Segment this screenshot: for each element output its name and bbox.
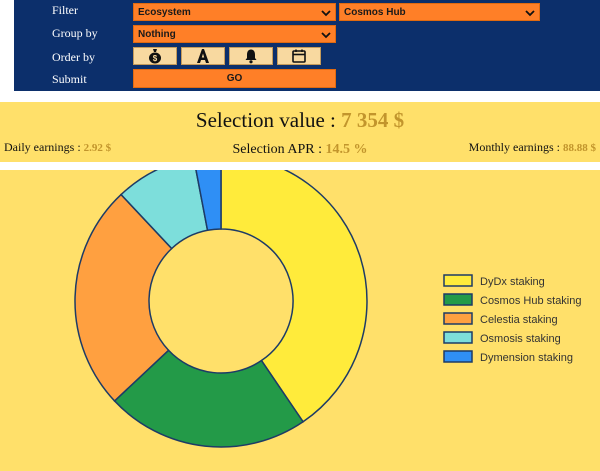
- selection-value-amount: 7 354 $: [341, 108, 405, 132]
- submit-label: Submit: [52, 72, 87, 86]
- calendar-icon: [292, 49, 306, 63]
- legend-label[interactable]: Dymension staking: [480, 352, 573, 364]
- legend-swatch: [443, 350, 473, 363]
- selection-apr: Selection APR : 14.5 %: [0, 142, 600, 158]
- slice-osmosis-staking[interactable]: [119, 170, 209, 250]
- legend-swatch: [443, 331, 473, 344]
- daily-earnings-label: Daily earnings :: [4, 140, 81, 154]
- selection-value: Selection value : 7 354 $: [0, 108, 600, 133]
- group-by-select[interactable]: Nothing: [133, 25, 336, 43]
- legend-label[interactable]: Celestia staking: [480, 314, 558, 326]
- money-bag-icon: $: [149, 49, 161, 64]
- selection-value-label: Selection value :: [195, 108, 336, 132]
- legend-swatch: [443, 293, 473, 306]
- filter-form: Filter Group by Order by Submit Ecosyste…: [14, 0, 600, 91]
- filter-select[interactable]: Ecosystem: [133, 3, 336, 21]
- daily-earnings: Daily earnings : 2.92 $: [4, 140, 111, 155]
- filter-select-value: Ecosystem: [138, 7, 191, 18]
- slice-dydx-staking[interactable]: [220, 170, 368, 423]
- group-by-select-value: Nothing: [138, 29, 176, 40]
- chevron-down-icon: [321, 32, 331, 39]
- chart-panel: DyDx staking Cosmos Hub staking Celestia s…: [0, 170, 600, 471]
- legend-label[interactable]: Osmosis staking: [480, 333, 561, 345]
- donut-slices: [74, 170, 368, 448]
- bell-icon: [245, 49, 257, 64]
- legend-label[interactable]: DyDx staking: [480, 276, 545, 288]
- chevron-down-icon: [321, 10, 331, 17]
- monthly-earnings-label: Monthly earnings :: [468, 140, 560, 154]
- monthly-earnings: Monthly earnings : 88.88 $: [469, 140, 596, 155]
- order-by-value-button[interactable]: $: [133, 47, 177, 65]
- order-by-date-button[interactable]: [277, 47, 321, 65]
- chevron-down-icon: [525, 10, 535, 17]
- alphabet-icon: [197, 49, 209, 63]
- order-by-name-button[interactable]: [181, 47, 225, 65]
- svg-text:$: $: [153, 54, 158, 63]
- chart-legend: DyDx staking Cosmos Hub staking Celestia s…: [443, 274, 582, 364]
- selection-apr-amount: 14.5 %: [325, 142, 368, 157]
- slice-celestia-staking[interactable]: [74, 193, 173, 403]
- legend-label[interactable]: Cosmos Hub staking: [480, 295, 582, 307]
- donut-chart: DyDx staking Cosmos Hub staking Celestia s…: [74, 170, 582, 448]
- daily-earnings-amount: 2.92 $: [83, 142, 112, 154]
- order-by-label: Order by: [52, 50, 95, 64]
- slice-dymension-staking[interactable]: [194, 170, 222, 232]
- go-button[interactable]: GO: [133, 69, 336, 88]
- filter-label: Filter: [52, 3, 78, 17]
- filter-value-select-value: Cosmos Hub: [344, 7, 406, 18]
- legend-swatch: [443, 274, 473, 287]
- selection-apr-label: Selection APR :: [232, 142, 322, 157]
- legend-swatch: [443, 312, 473, 325]
- monthly-earnings-amount: 88.88 $: [563, 142, 596, 154]
- slice-cosmos-hub-staking[interactable]: [113, 349, 305, 448]
- order-by-alert-button[interactable]: [229, 47, 273, 65]
- filter-value-select[interactable]: Cosmos Hub: [339, 3, 540, 21]
- selection-summary: Selection value : 7 354 $ Daily earnings…: [0, 102, 600, 162]
- group-by-label: Group by: [52, 26, 98, 40]
